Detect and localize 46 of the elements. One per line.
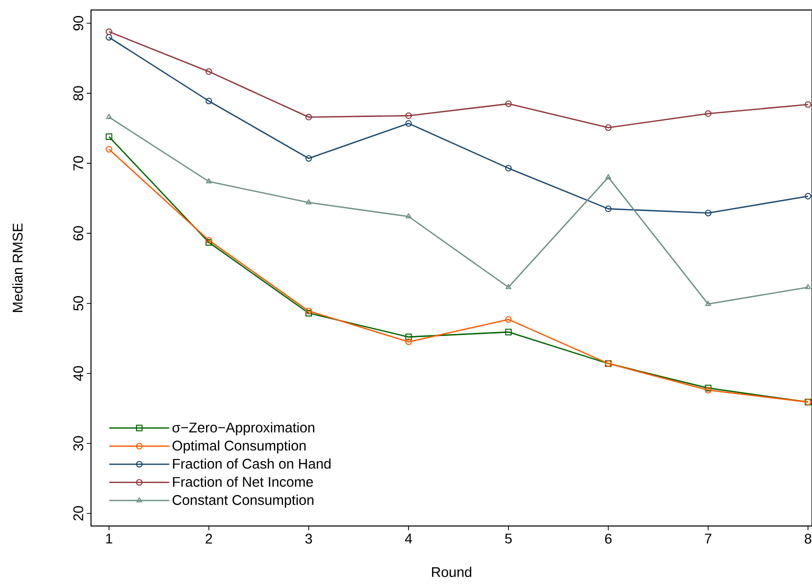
x-tick-label: 1 bbox=[106, 534, 112, 544]
point bbox=[505, 328, 512, 336]
point bbox=[505, 164, 512, 172]
x-tick-label: 7 bbox=[704, 534, 712, 544]
point bbox=[405, 334, 412, 340]
point bbox=[406, 213, 412, 218]
point bbox=[605, 174, 612, 180]
x-tick-label: 5 bbox=[505, 534, 512, 544]
legend-label: Fraction of Net Income bbox=[173, 476, 313, 487]
x-axis-title: Round bbox=[432, 566, 472, 578]
y-tick-label: 20 bbox=[73, 506, 84, 520]
point bbox=[305, 155, 312, 162]
y-tick-label: 30 bbox=[73, 436, 84, 451]
x-tick-label: 2 bbox=[206, 534, 212, 544]
legend-label: σ−Zero−Approximation bbox=[172, 422, 314, 436]
y-tick-label: 90 bbox=[73, 16, 84, 30]
point bbox=[505, 316, 512, 323]
point bbox=[305, 114, 312, 120]
point bbox=[506, 284, 512, 290]
point bbox=[405, 112, 412, 120]
y-tick-label: 70 bbox=[73, 156, 84, 170]
point bbox=[306, 199, 312, 204]
x-tick-label: 3 bbox=[305, 534, 312, 544]
y-tick-label: 80 bbox=[73, 86, 84, 100]
point bbox=[405, 338, 412, 346]
point bbox=[405, 120, 412, 127]
point bbox=[705, 300, 712, 306]
y-axis-title: Median RMSE bbox=[12, 223, 23, 312]
x-tick-label: 4 bbox=[405, 534, 412, 544]
point bbox=[505, 100, 512, 108]
y-tick-label: 50 bbox=[73, 296, 84, 311]
point bbox=[704, 210, 712, 216]
legend-label: Constant Consumption bbox=[172, 494, 314, 508]
point bbox=[106, 133, 112, 140]
point bbox=[206, 98, 212, 104]
point bbox=[206, 178, 212, 184]
legend-label: Fraction of Cash on Hand bbox=[173, 458, 331, 469]
point bbox=[604, 124, 612, 131]
legend-label: Optimal Consumption bbox=[172, 440, 306, 454]
x-tick-label: 8 bbox=[804, 534, 812, 544]
y-tick-label: 60 bbox=[73, 226, 84, 240]
y-tick-label: 40 bbox=[73, 366, 84, 381]
point bbox=[604, 206, 612, 212]
point bbox=[206, 68, 212, 75]
point bbox=[704, 110, 712, 117]
x-tick-label: 6 bbox=[605, 534, 612, 544]
